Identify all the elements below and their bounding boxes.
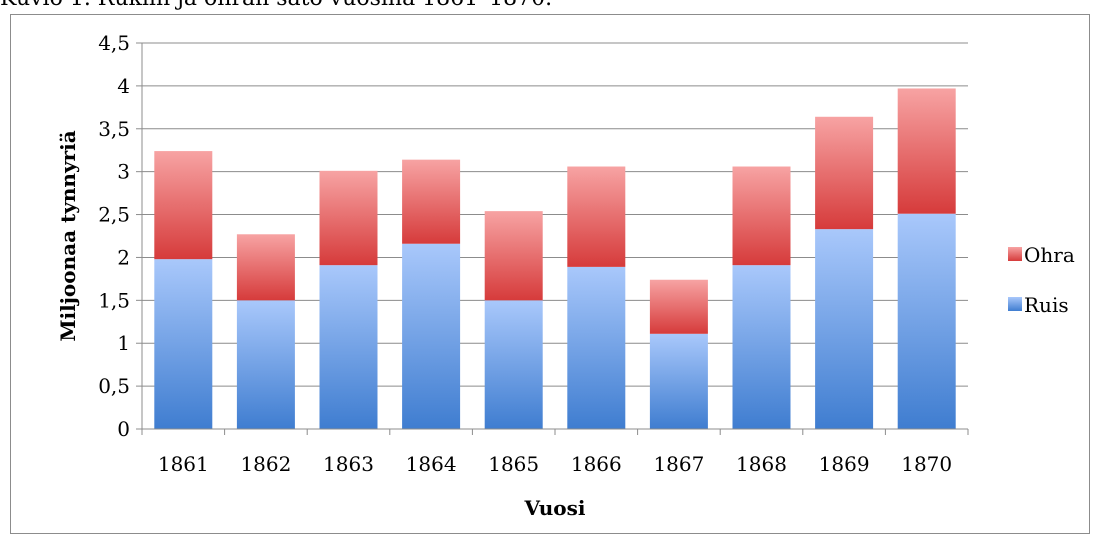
bar-ohra-1862 [236, 234, 295, 301]
x-tick-label: 1867 [653, 452, 704, 476]
figure-caption: Kuvio 1. Rukiin ja ohran sato vuosina 18… [0, 0, 552, 10]
y-tick-label: 2 [117, 245, 130, 269]
y-tick-label: 1,5 [98, 288, 130, 312]
legend: Ohra Ruis [1008, 243, 1075, 317]
bar-ohra-1867 [649, 279, 708, 334]
bar-ohra-1869 [815, 116, 874, 230]
y-tick-label: 4 [117, 74, 130, 98]
legend-label-ruis: Ruis [1024, 293, 1069, 317]
bar-ruis-1861 [154, 259, 213, 429]
bar-ohra-1861 [154, 151, 213, 260]
bar-ruis-1867 [649, 333, 708, 429]
bar-ruis-1869 [815, 229, 874, 429]
legend-label-ohra: Ohra [1024, 243, 1075, 267]
bars [154, 88, 956, 429]
bar-ohra-1866 [567, 166, 626, 267]
chart-frame: 1861 1862 1863 1864 1865 1866 1867 1868 1869 1870… [10, 14, 1090, 534]
x-tick-labels: 1861 1862 1863 1864 1865 1866 1867 1868 1869 1870 [158, 452, 952, 476]
bar-ruis-1863 [319, 265, 378, 429]
bar-ohra-1863 [319, 170, 378, 266]
legend-swatch-ruis [1008, 297, 1022, 311]
y-tick-labels: 0 0,5 1 1,5 2 2,5 3 3,5 4 4,5 [98, 31, 130, 441]
bar-ruis-1868 [732, 265, 791, 429]
x-tick-label: 1866 [571, 452, 622, 476]
x-tick-label: 1870 [901, 452, 952, 476]
bar-ruis-1870 [897, 213, 956, 429]
bar-ruis-1864 [402, 243, 461, 429]
legend-swatch-ohra [1008, 247, 1022, 261]
x-tick-label: 1865 [488, 452, 539, 476]
x-axis-title: Vuosi [524, 496, 586, 520]
bar-ohra-1870 [897, 88, 956, 214]
axes [136, 42, 969, 435]
y-tick-label: 3 [117, 160, 130, 184]
bar-ohra-1864 [402, 159, 461, 244]
y-tick-label: 2,5 [98, 203, 130, 227]
bar-ohra-1865 [484, 211, 543, 301]
x-tick-label: 1862 [240, 452, 291, 476]
x-tick-label: 1869 [819, 452, 870, 476]
y-tick-label: 4,5 [98, 31, 130, 55]
x-tick-label: 1864 [406, 452, 457, 476]
x-tick-label: 1863 [323, 452, 374, 476]
y-tick-label: 1 [117, 331, 130, 355]
bar-ruis-1862 [236, 300, 295, 429]
y-axis-title: Miljoonaa tynnyriä [56, 130, 80, 341]
bar-ruis-1866 [567, 266, 626, 429]
x-tick-label: 1868 [736, 452, 787, 476]
bar-ohra-1868 [732, 166, 791, 266]
y-tick-label: 0,5 [98, 374, 130, 398]
x-tick-label: 1861 [158, 452, 209, 476]
stacked-bar-chart: 1861 1862 1863 1864 1865 1866 1867 1868 1869 1870… [56, 31, 1075, 520]
y-tick-label: 3,5 [98, 117, 130, 141]
bar-ruis-1865 [484, 300, 543, 429]
y-tick-label: 0 [117, 417, 130, 441]
